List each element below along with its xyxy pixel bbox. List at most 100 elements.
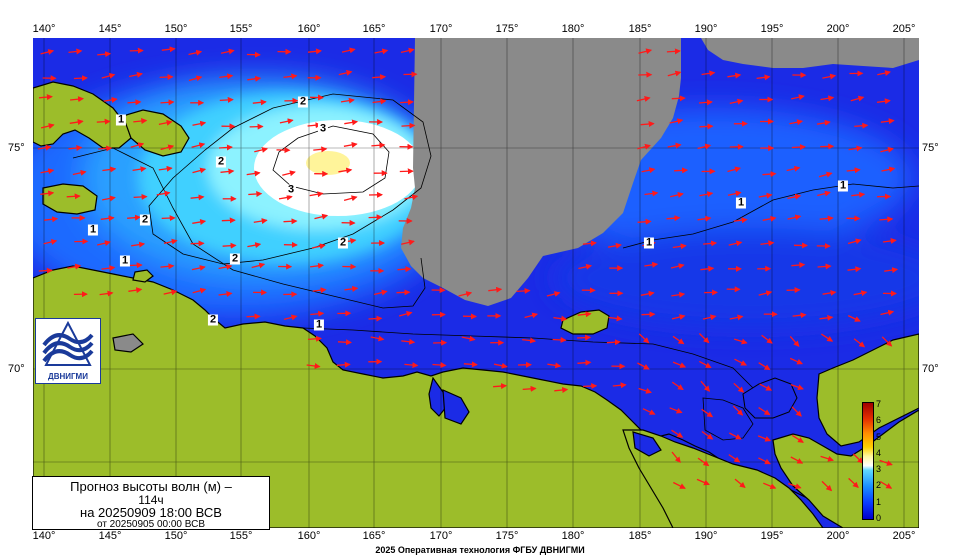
wave-direction-arrow [606, 339, 621, 346]
longitude-label-bottom: 180° [561, 530, 585, 542]
longitude-label-top: 150° [164, 23, 188, 35]
latitude-label-left-70: 70° [8, 363, 25, 375]
landmass-chukotka-peninsula [622, 429, 824, 528]
wave-direction-arrow [130, 142, 145, 149]
wave-direction-arrow [341, 47, 356, 54]
wave-direction-arrow [72, 169, 87, 176]
wave-direction-arrow [102, 166, 117, 173]
wave-direction-arrow [847, 238, 862, 245]
wave-direction-arrow [191, 142, 206, 149]
contour-label-1m-east-1: 1 [643, 236, 655, 249]
wave-direction-arrow [192, 219, 207, 225]
wave-direction-arrow [758, 407, 771, 416]
wave-direction-arrow [697, 457, 710, 467]
wave-direction-arrow [131, 241, 146, 248]
longitude-label-top: 200° [826, 23, 850, 35]
colorbar-label: 2 [876, 480, 882, 491]
wave-direction-arrow [819, 215, 834, 222]
wave-direction-arrow [253, 218, 268, 225]
wave-direction-arrow [791, 144, 806, 151]
wave-direction-arrow [640, 290, 655, 297]
wave-direction-arrow [789, 335, 800, 347]
wave-direction-arrow [880, 309, 895, 316]
wave-direction-arrow [218, 144, 233, 151]
wave-direction-arrow [192, 120, 207, 127]
contour-label-1m-south: 1 [313, 318, 325, 331]
wave-direction-arrow [44, 216, 59, 223]
coast-alaska-north [816, 333, 919, 447]
wave-direction-arrow [404, 362, 419, 369]
wave-direction-arrow [493, 383, 507, 390]
wave-direction-arrow [697, 215, 712, 222]
wave-direction-arrow [762, 215, 777, 222]
forecast-valid-time: на 20250909 18:00 ВСВ [80, 505, 222, 520]
contour-label-2m-south: 2 [337, 236, 349, 249]
wave-direction-arrow [607, 242, 622, 249]
wave-height-colorbar [862, 402, 874, 520]
wave-direction-arrow [522, 385, 537, 392]
wave-direction-arrow [641, 167, 656, 174]
wave-direction-arrow [822, 289, 837, 296]
wave-direction-arrow [734, 478, 746, 489]
wave-direction-arrow [340, 97, 355, 104]
contour-3m [272, 125, 390, 195]
wave-direction-arrow [846, 167, 861, 174]
wave-direction-arrow [43, 239, 58, 245]
wave-direction-arrow [729, 98, 744, 105]
longitude-label-top: 185° [628, 23, 652, 35]
wave-direction-arrow [577, 311, 592, 318]
longitude-label-bottom: 200° [826, 530, 850, 542]
wave-direction-arrow [636, 96, 651, 102]
wave-direction-arrow [374, 48, 389, 55]
wave-direction-arrow [40, 168, 55, 175]
contour-label-2m-coast: 2 [207, 313, 219, 326]
longitude-label-bottom: 160° [297, 530, 321, 542]
logo-text: ДВНИГМИ [48, 372, 88, 381]
wave-direction-arrow [401, 122, 416, 129]
lagoon-khromskaya [112, 333, 144, 353]
wave-direction-arrow [96, 118, 111, 125]
wave-direction-arrow [160, 263, 175, 270]
wave-direction-arrow [583, 383, 598, 390]
wave-direction-arrow [818, 171, 833, 178]
contour-1m-east-pocket [702, 397, 754, 441]
wave-direction-arrow [669, 118, 684, 125]
wave-direction-arrow [488, 286, 503, 293]
wave-direction-arrow [97, 51, 112, 58]
wave-direction-arrow [701, 70, 716, 77]
wave-direction-arrow [190, 194, 205, 201]
contour-label-3m-bottom: 3 [285, 183, 297, 196]
wave-direction-arrow [220, 168, 235, 175]
wave-direction-arrow [547, 362, 562, 369]
wave-direction-arrow [848, 145, 863, 152]
wave-direction-arrow [758, 290, 773, 297]
map-canvas [33, 38, 919, 528]
wave-direction-arrow [336, 361, 351, 368]
wave-direction-arrow [703, 240, 718, 247]
contour-1m-west [72, 147, 426, 309]
wave-direction-arrow [638, 48, 653, 55]
wave-direction-arrow [343, 141, 358, 148]
wave-direction-arrow [396, 289, 411, 296]
wave-direction-arrow [671, 95, 686, 102]
longitude-label-top: 170° [429, 23, 453, 35]
wave-direction-arrow [343, 195, 358, 202]
wave-direction-arrow [698, 333, 710, 344]
wave-direction-arrow [699, 123, 714, 130]
wave-direction-arrow [853, 338, 866, 348]
wave-direction-arrow [247, 242, 262, 249]
wave-direction-arrow [192, 287, 207, 294]
wave-direction-arrow [219, 96, 234, 103]
wave-direction-arrow [666, 48, 681, 55]
wave-direction-arrow [100, 215, 115, 222]
wave-direction-arrow [787, 193, 802, 200]
wave-direction-arrow [38, 94, 53, 101]
wave-direction-arrow [68, 48, 83, 55]
wave-direction-arrow [699, 191, 714, 198]
contour-label-1m-east-3: 1 [837, 179, 849, 192]
wave-direction-arrow [101, 265, 116, 272]
wave-direction-arrow [696, 478, 710, 486]
longitude-label-top: 140° [32, 23, 56, 35]
longitude-label-top: 155° [229, 23, 253, 35]
wave-direction-arrow [848, 477, 859, 488]
